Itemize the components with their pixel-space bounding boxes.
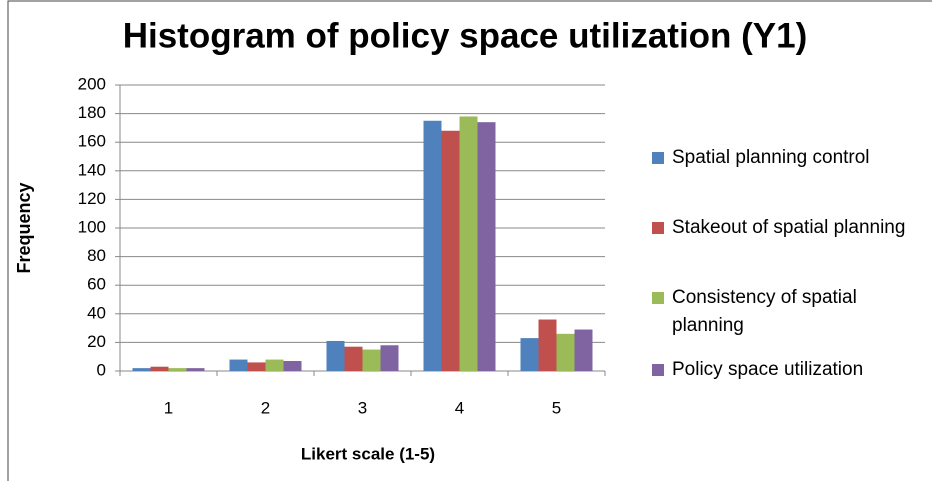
- legend-label: Policy space utilization: [672, 359, 864, 380]
- x-tick-label: 2: [261, 398, 270, 417]
- bar: [150, 366, 169, 371]
- bar: [265, 359, 284, 371]
- x-tick-label: 5: [552, 398, 561, 417]
- border: [7, 0, 932, 481]
- bar: [574, 329, 593, 371]
- bar: [538, 319, 557, 371]
- bar: [477, 122, 496, 372]
- legend-swatch: [652, 292, 664, 304]
- legend-swatch: [652, 364, 664, 376]
- bar: [344, 346, 363, 371]
- y-tick-label: 180: [78, 103, 106, 122]
- y-tick-label: 100: [78, 217, 106, 236]
- bar: [556, 333, 575, 371]
- bar: [168, 368, 187, 371]
- legend-label: Consistency of spatial planning: [672, 287, 857, 336]
- bar: [459, 116, 478, 372]
- y-tick-label: 160: [78, 132, 106, 151]
- legend-label: Spatial planning control: [672, 147, 870, 168]
- x-tick-label: 4: [455, 398, 464, 417]
- bar: [247, 362, 266, 371]
- bar: [283, 360, 302, 371]
- bar: [441, 130, 460, 371]
- x-tick-label: 1: [164, 398, 173, 417]
- bar: [380, 345, 399, 371]
- y-tick-label: 40: [87, 303, 106, 322]
- y-tick-label: 120: [78, 189, 106, 208]
- bar: [132, 368, 151, 371]
- bar: [520, 338, 539, 371]
- y-tick-label: 200: [78, 74, 106, 93]
- y-tick-label: 60: [87, 275, 106, 294]
- bar: [186, 368, 205, 371]
- x-tick-label: 3: [358, 398, 367, 417]
- x-axis-label: Likert scale (1-5): [301, 444, 435, 463]
- y-axis-label: Frequency: [14, 182, 34, 273]
- legend-swatch: [652, 152, 664, 164]
- legend-swatch: [652, 222, 664, 234]
- y-tick-label: 140: [78, 160, 106, 179]
- chart-title: Histogram of policy space utilization (Y…: [123, 16, 808, 55]
- bar: [229, 359, 248, 371]
- bar: [423, 120, 442, 371]
- y-tick-label: 80: [87, 246, 106, 265]
- bar: [326, 340, 345, 371]
- bar: [362, 349, 381, 371]
- y-tick-label: 0: [97, 360, 106, 379]
- legend-label: Stakeout of spatial planning: [672, 217, 906, 238]
- y-tick-label: 20: [87, 332, 106, 351]
